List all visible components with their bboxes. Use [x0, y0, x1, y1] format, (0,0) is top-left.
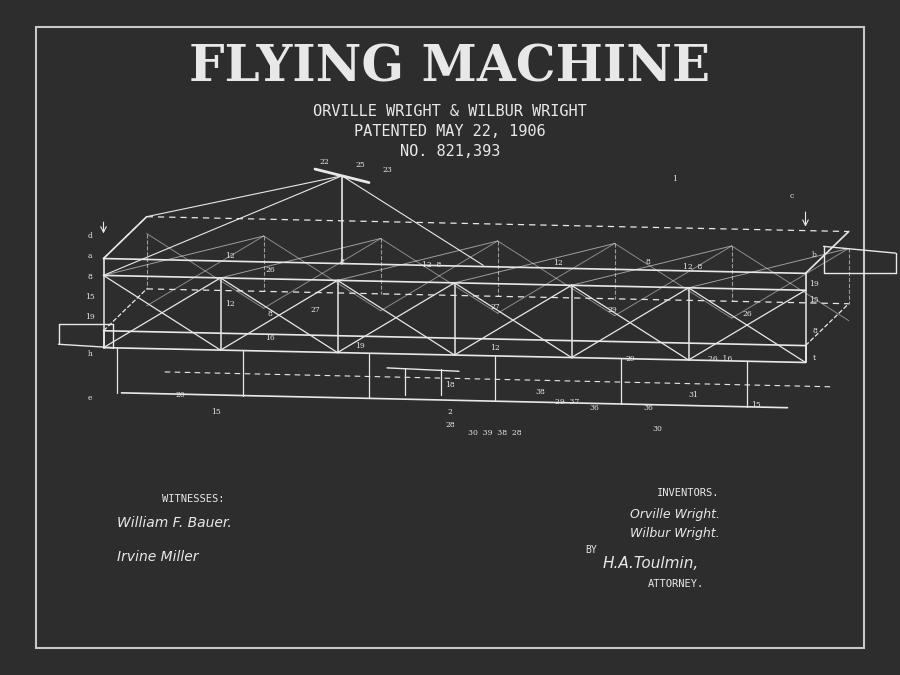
Text: 36: 36	[644, 404, 652, 412]
Text: 1: 1	[672, 175, 678, 183]
Text: c: c	[790, 192, 794, 200]
Text: 8: 8	[812, 327, 817, 335]
Text: 19: 19	[86, 313, 94, 321]
Text: 19: 19	[356, 342, 364, 350]
Text: b: b	[812, 251, 817, 259]
Text: d: d	[87, 232, 93, 240]
Text: 12: 12	[225, 300, 234, 308]
Text: 29: 29	[608, 306, 616, 315]
Text: 8: 8	[87, 273, 93, 281]
Text: William F. Bauer.: William F. Bauer.	[117, 516, 232, 530]
Text: 22: 22	[320, 158, 328, 166]
Text: h: h	[87, 350, 93, 358]
Text: 25: 25	[356, 161, 364, 169]
Text: 8: 8	[267, 310, 273, 318]
Text: 8: 8	[339, 258, 345, 266]
Text: 15: 15	[810, 296, 819, 304]
Text: 15: 15	[86, 293, 94, 301]
Text: INVENTORS.: INVENTORS.	[657, 488, 719, 497]
Text: 16: 16	[266, 333, 274, 342]
Text: 29: 29	[626, 355, 634, 363]
Text: 26  16: 26 16	[708, 355, 732, 363]
Text: 8: 8	[645, 258, 651, 266]
Text: 20: 20	[176, 391, 184, 399]
Text: 12: 12	[491, 344, 500, 352]
Text: t: t	[813, 354, 816, 362]
Text: 30: 30	[652, 425, 662, 433]
Text: 15: 15	[212, 408, 220, 416]
Text: 18: 18	[446, 381, 454, 389]
Text: 12  8: 12 8	[422, 261, 442, 269]
Text: BY: BY	[585, 545, 597, 555]
Text: 2: 2	[447, 408, 453, 416]
Text: 36: 36	[590, 404, 598, 412]
Text: Wilbur Wright.: Wilbur Wright.	[630, 526, 720, 540]
Text: FLYING MACHINE: FLYING MACHINE	[189, 43, 711, 92]
Text: 26: 26	[742, 310, 752, 318]
Text: 23: 23	[382, 166, 392, 174]
Text: Irvine Miller: Irvine Miller	[117, 550, 199, 564]
Text: 29  37: 29 37	[554, 398, 580, 406]
Text: 26: 26	[266, 266, 274, 274]
Text: 31: 31	[688, 391, 698, 399]
Text: ORVILLE WRIGHT & WILBUR WRIGHT: ORVILLE WRIGHT & WILBUR WRIGHT	[313, 104, 587, 119]
Text: 38: 38	[536, 387, 544, 396]
Text: 30  39  38  28: 30 39 38 28	[468, 429, 522, 437]
Text: 12: 12	[225, 252, 234, 261]
Text: 28: 28	[446, 421, 454, 429]
Text: NO. 821,393: NO. 821,393	[400, 144, 500, 159]
Text: H.A.Toulmin,: H.A.Toulmin,	[603, 556, 699, 571]
Text: 12: 12	[554, 259, 562, 267]
Text: 15: 15	[752, 401, 760, 409]
Text: Orville Wright.: Orville Wright.	[630, 508, 720, 521]
Text: a: a	[88, 252, 92, 261]
Text: e: e	[88, 394, 92, 402]
Text: ATTORNEY.: ATTORNEY.	[648, 579, 704, 589]
Text: PATENTED MAY 22, 1906: PATENTED MAY 22, 1906	[355, 124, 545, 139]
Text: 19: 19	[810, 279, 819, 288]
Text: 27: 27	[491, 303, 500, 311]
Text: WITNESSES:: WITNESSES:	[162, 495, 224, 504]
Text: 27: 27	[310, 306, 320, 315]
Text: 12  8: 12 8	[683, 263, 703, 271]
